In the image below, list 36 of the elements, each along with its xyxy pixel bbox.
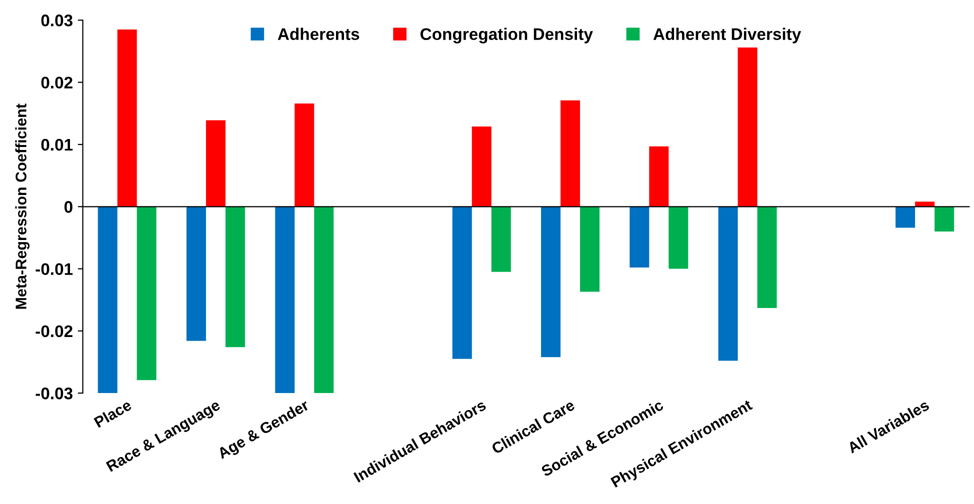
bar [452,206,472,359]
bar [314,206,334,394]
bar [649,146,669,207]
bar [294,103,314,207]
bar [225,206,245,348]
y-tick-label: 0.01 [41,138,73,151]
bar [472,126,492,207]
bar [896,206,916,228]
y-axis-title: Meta-Regression Coefficient [15,104,30,309]
legend-label: Adherents [278,28,360,40]
y-tick-label: 0.02 [41,76,72,89]
legend-label: Adherent Diversity [653,28,802,44]
bar [915,202,935,207]
bar [491,206,511,272]
y-tick-label: -0.03 [36,388,72,400]
legend-label: Congregation Density [420,28,593,44]
bar [668,206,688,269]
bar [718,206,738,361]
bar [275,206,295,394]
bar [738,48,758,207]
bar [580,206,600,292]
bar [630,206,650,268]
bar [98,206,118,394]
bar [206,120,226,207]
y-tick-label: 0 [64,201,72,213]
bar [136,206,156,380]
y-tick-label: -0.01 [36,263,73,276]
bar [934,206,954,232]
y-tick-label: 0.03 [41,14,72,26]
bar [757,206,777,308]
bar [186,206,206,341]
bar [560,100,580,207]
bar [541,206,561,358]
x-tick-label: Place [93,398,132,428]
y-tick-label: -0.02 [36,325,72,338]
bar [117,29,137,207]
